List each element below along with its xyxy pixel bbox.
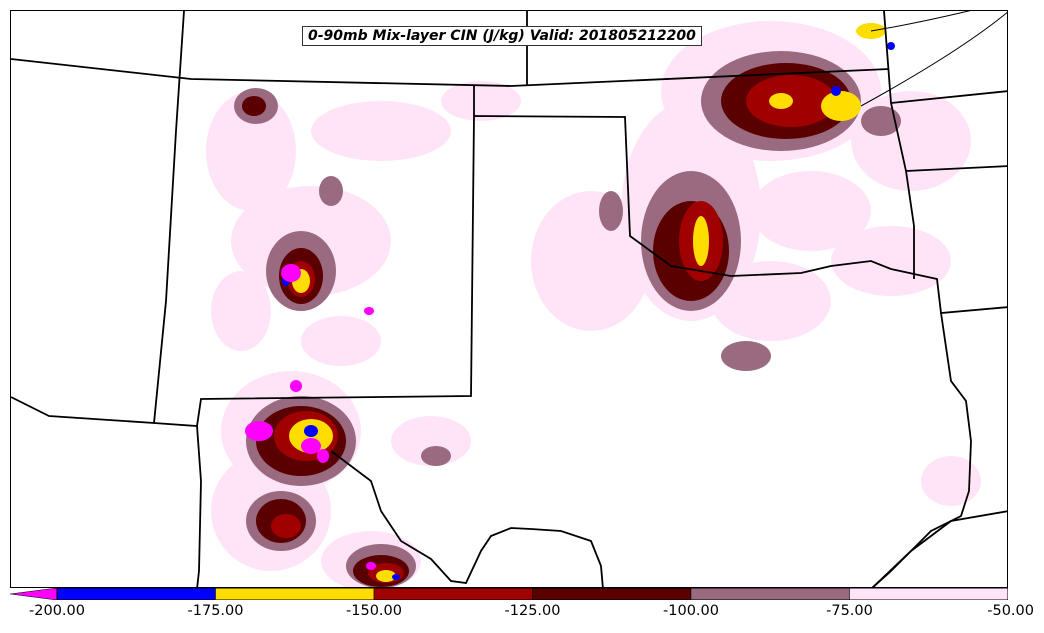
- cin-map: [11, 11, 1007, 587]
- map-title: 0-90mb Mix-layer CIN (J/kg) Valid: 20180…: [302, 26, 702, 46]
- colorbar-tick-label: -75.00: [826, 603, 873, 619]
- colorbar: [10, 588, 1008, 600]
- colorbar-tick-label: -125.00: [504, 603, 561, 619]
- cin-field-layer: [206, 21, 981, 587]
- colorbar-bin-1: [215, 588, 375, 600]
- colorbar-tick-label: -100.00: [663, 603, 719, 619]
- colorbar-tick-label: -175.00: [187, 603, 244, 619]
- colorbar-under-triangle: [10, 588, 58, 600]
- colorbar-bin-3: [532, 588, 692, 600]
- colorbar-bin-4: [690, 588, 850, 600]
- colorbar-bin-5: [849, 588, 1008, 600]
- colorbar-tick-label: -200.00: [29, 603, 85, 619]
- colorbar-tick-label: -50.00: [987, 603, 1034, 619]
- colorbar-bin-0: [56, 588, 216, 600]
- colorbar-bin-2: [373, 588, 533, 600]
- state-boundaries: [11, 11, 1007, 587]
- map-panel: 0-90mb Mix-layer CIN (J/kg) Valid: 20180…: [10, 10, 1008, 588]
- colorbar-tick-label: -150.00: [346, 603, 402, 619]
